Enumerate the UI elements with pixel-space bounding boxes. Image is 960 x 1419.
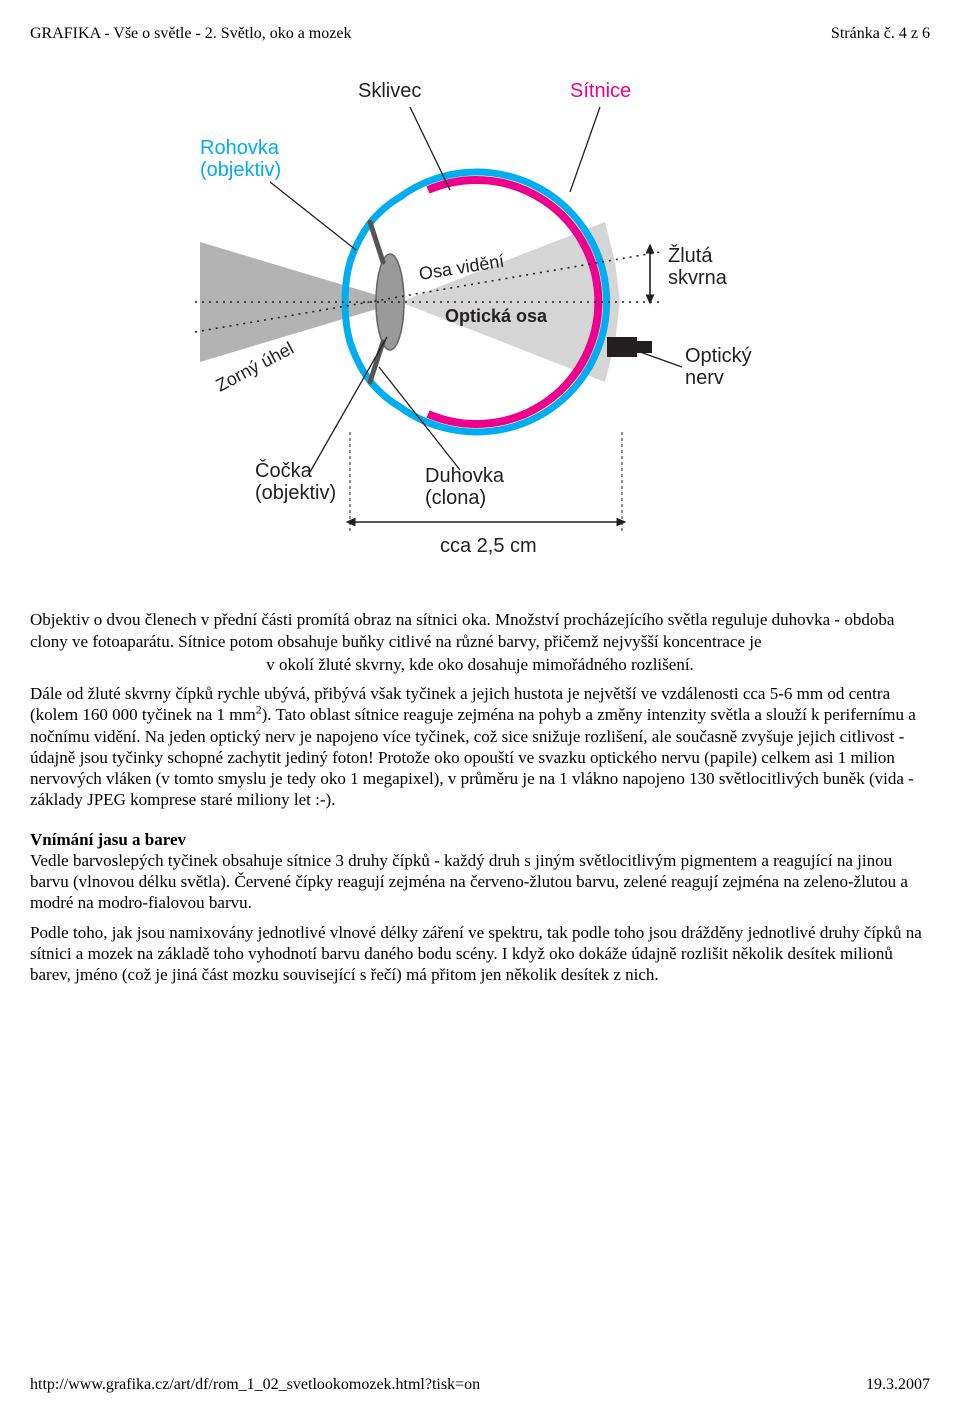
header-right: Stránka č. 4 z 6 bbox=[831, 24, 930, 44]
heading-jas-barev: Vnímání jasu a barev bbox=[30, 829, 930, 850]
label-sklivec: Sklivec bbox=[358, 80, 421, 102]
label-cocka-2: (objektiv) bbox=[255, 482, 336, 504]
label-duhovka-2: (clona) bbox=[425, 487, 486, 509]
footer-url: http://www.grafika.cz/art/df/rom_1_02_sv… bbox=[30, 1375, 480, 1395]
paragraph-1a: Objektiv o dvou členech v přední části p… bbox=[30, 609, 930, 652]
paragraph-3: Vedle barvoslepých tyčinek obsahuje sítn… bbox=[30, 850, 930, 914]
label-zluta-1: Žlutá bbox=[668, 244, 713, 267]
footer-date: 19.3.2007 bbox=[866, 1375, 930, 1395]
page-header: GRAFIKA - Vše o světle - 2. Světlo, oko … bbox=[30, 24, 930, 44]
label-opticka-osa: Optická osa bbox=[445, 306, 548, 326]
label-duhovka-1: Duhovka bbox=[425, 465, 505, 487]
label-cocka-1: Čočka bbox=[255, 459, 313, 482]
label-rohovka-2: (objektiv) bbox=[200, 159, 281, 181]
page-footer: http://www.grafika.cz/art/df/rom_1_02_sv… bbox=[30, 1375, 930, 1395]
label-sitnice: Sítnice bbox=[570, 80, 631, 102]
label-size: cca 2,5 cm bbox=[440, 535, 537, 557]
eye-diagram: Sklivec Sítnice Rohovka (objektiv) Žlutá… bbox=[160, 62, 800, 587]
header-left: GRAFIKA - Vše o světle - 2. Světlo, oko … bbox=[30, 24, 351, 44]
label-zluta-2: skvrna bbox=[668, 267, 728, 289]
label-opticky-1: Optický bbox=[685, 345, 752, 367]
paragraph-1b: v okolí žluté skvrny, kde oko dosahuje m… bbox=[30, 654, 930, 675]
paragraph-2: Dále od žluté skvrny čípků rychle ubývá,… bbox=[30, 683, 930, 811]
label-opticky-2: nerv bbox=[685, 367, 724, 389]
paragraph-4: Podle toho, jak jsou namixovány jednotli… bbox=[30, 922, 930, 986]
label-rohovka-1: Rohovka bbox=[200, 137, 280, 159]
